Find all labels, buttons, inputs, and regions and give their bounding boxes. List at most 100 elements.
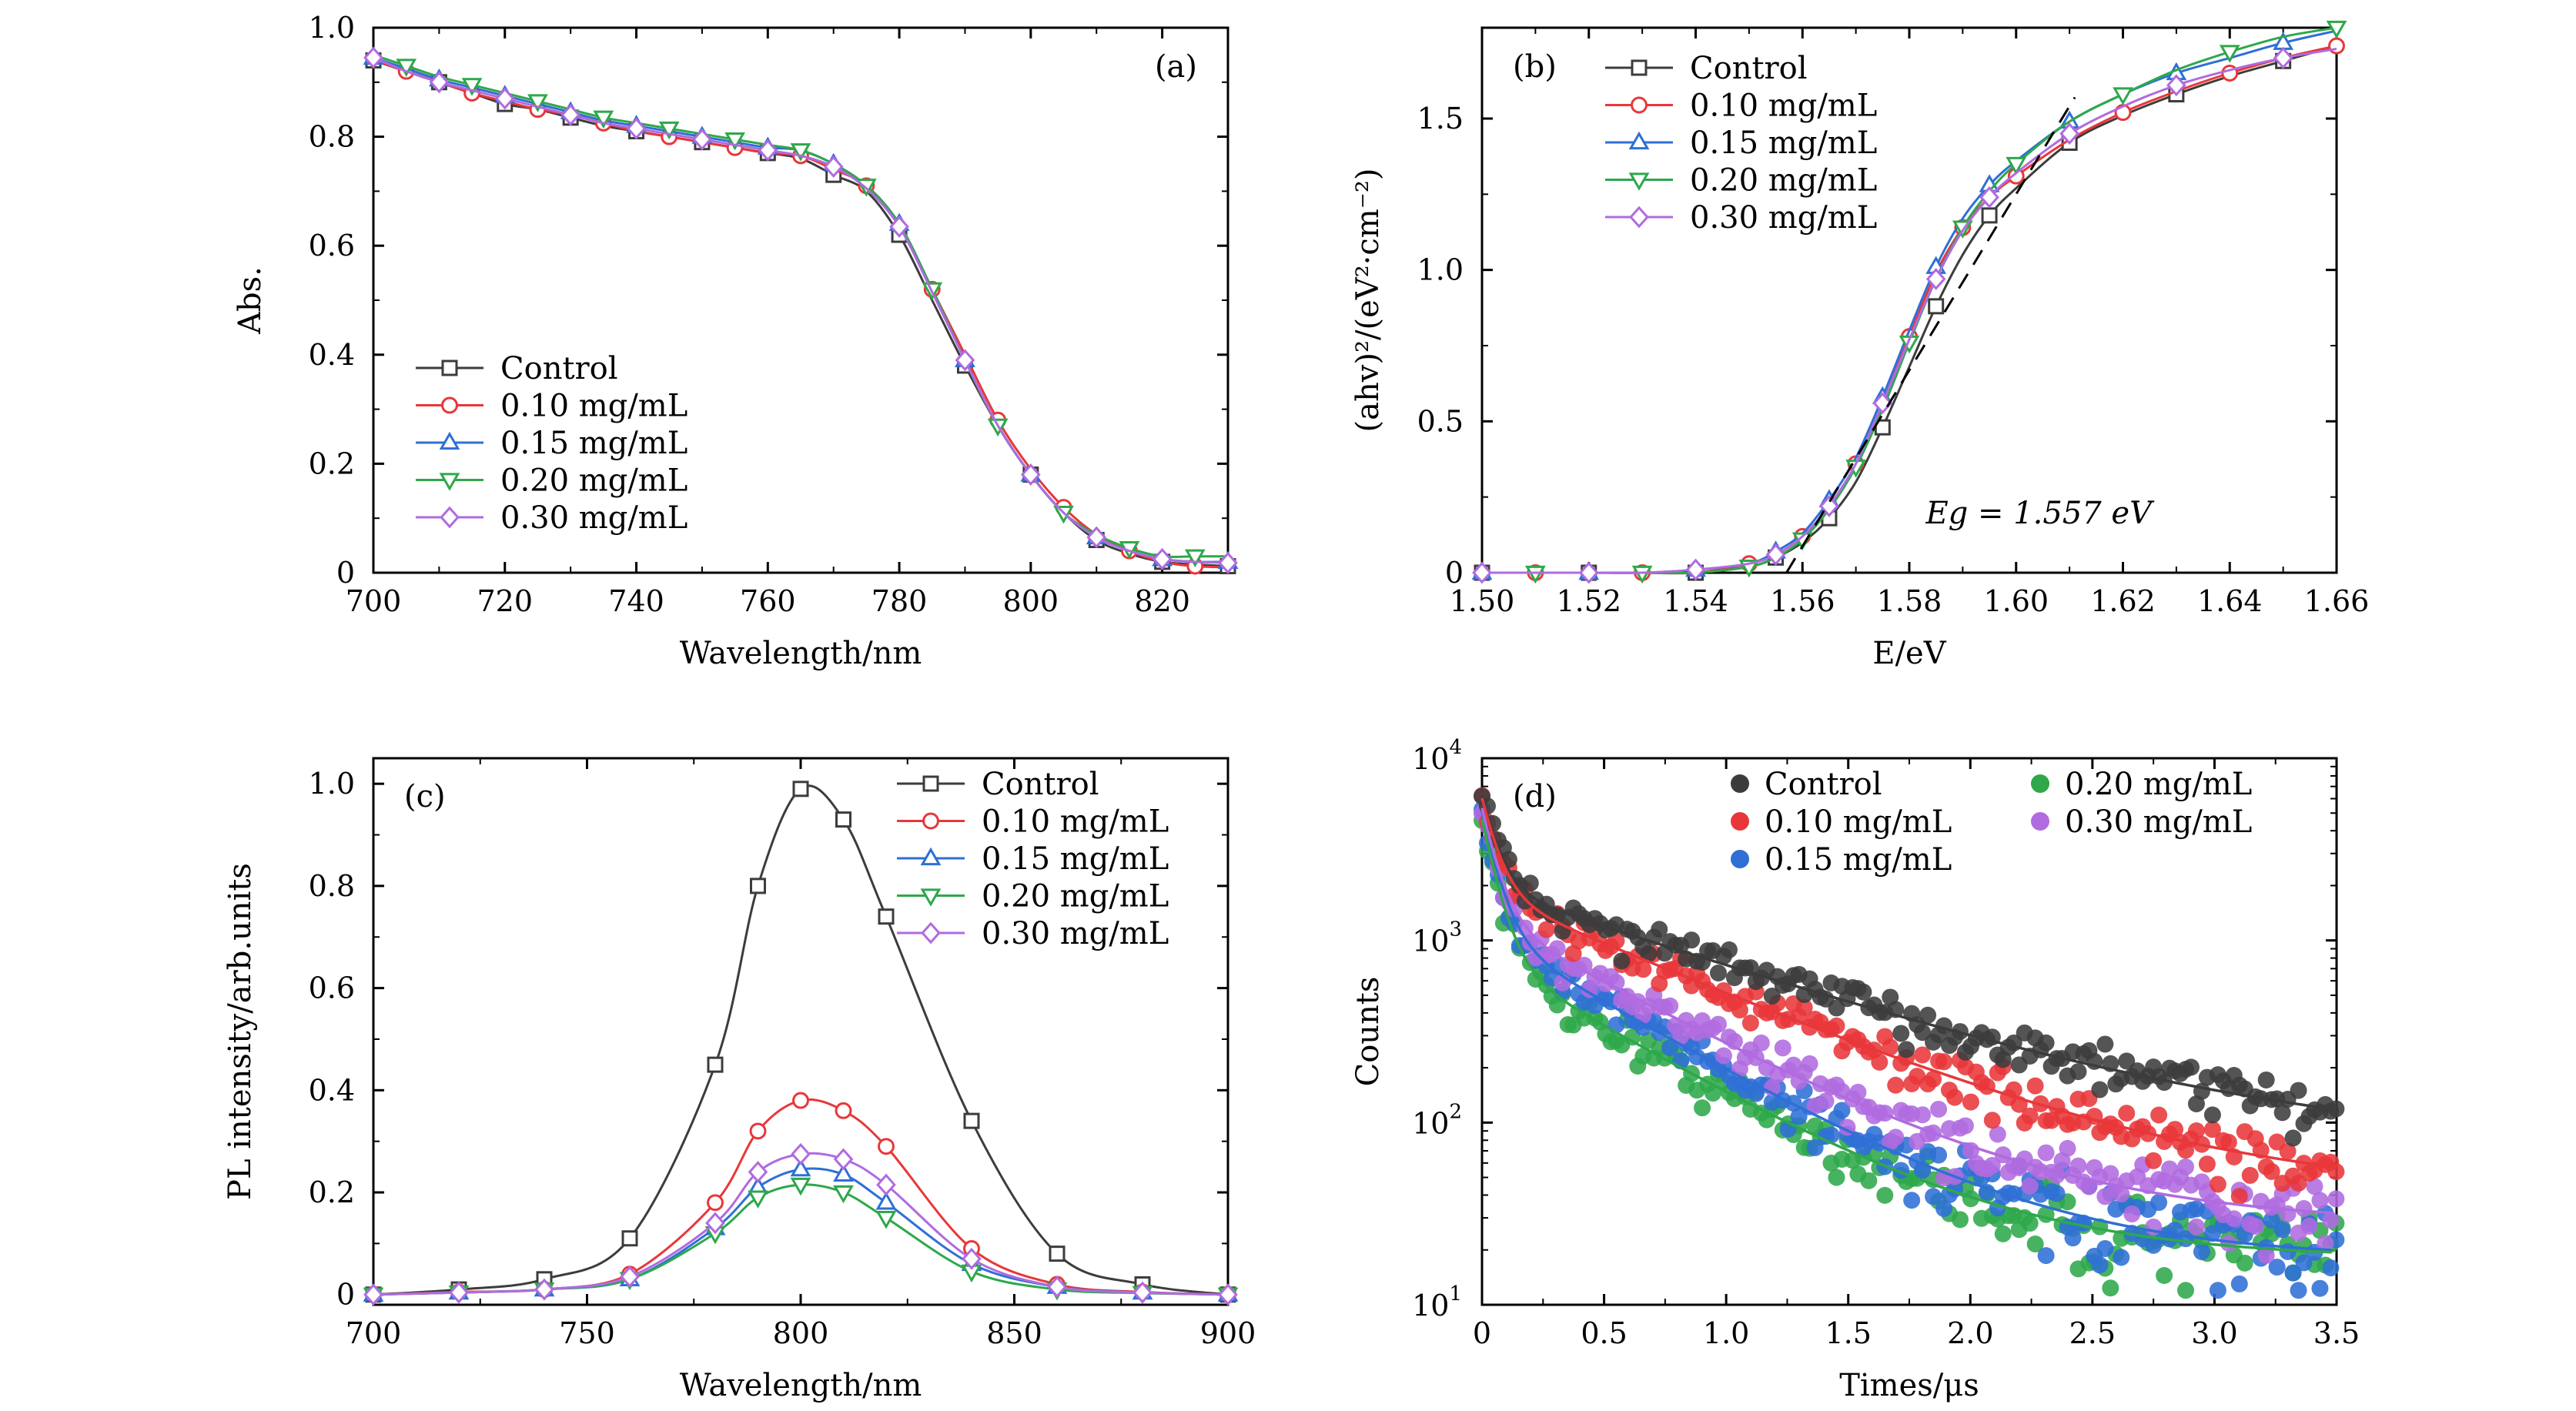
scatter-dot <box>1720 941 1738 958</box>
y-tick-exponent: 4 <box>1449 736 1462 759</box>
scatter-dot <box>2306 1178 2323 1195</box>
scatter-dot <box>2069 1063 2087 1081</box>
x-tick-label: 1.5 <box>1825 1316 1871 1350</box>
data-point <box>692 128 712 151</box>
data-point <box>534 1278 554 1301</box>
scatter-dot <box>1709 965 1727 982</box>
scatter-dot <box>1945 1088 1963 1106</box>
fit-curve <box>1480 819 2332 1254</box>
scatter-dot <box>2059 1139 2076 1157</box>
scatter-dot <box>2096 1240 2114 1258</box>
scatter-dot <box>2091 1081 2109 1098</box>
scatter-dot <box>2257 1071 2275 1088</box>
x-tick-label: 850 <box>986 1316 1042 1350</box>
y-axis-label: Counts <box>1350 977 1386 1087</box>
scatter-dot <box>2145 1236 2163 1254</box>
data-point <box>1765 543 1786 566</box>
x-tick-label: 1.62 <box>2090 584 2156 618</box>
data-point <box>748 1161 768 1183</box>
legend-label: 0.10 mg/mL <box>500 389 687 424</box>
data-point <box>791 1142 811 1165</box>
scatter-dot <box>2220 1133 2237 1151</box>
panel-b-tauc-plot: 1.50 1.52 1.54 1.56 1.58 1.60 1.62 1.64 1.66 0 0.5… <box>1350 20 2369 671</box>
scatter-dot <box>2113 1249 2130 1266</box>
legend-marker <box>1731 774 1749 793</box>
x-tick-label: 1.0 <box>1703 1316 1749 1350</box>
scatter-dot <box>1694 1099 1711 1117</box>
scatter-dot <box>1624 1028 1641 1046</box>
scatter-dot <box>1925 1188 1942 1205</box>
legend-label: 0.10 mg/mL <box>1690 89 1877 124</box>
scatter-dot <box>2064 1229 2082 1247</box>
scatter-dot <box>1537 921 1555 938</box>
scatter-dot <box>2187 1122 2205 1140</box>
scatter-dot <box>1983 1112 2001 1129</box>
data-point <box>835 811 851 828</box>
x-tick-label: 740 <box>608 584 664 618</box>
x-tick-label: 3.5 <box>2313 1316 2360 1350</box>
legend-marker <box>1631 59 1648 76</box>
panel-label: (c) <box>404 779 446 814</box>
scatter-dot <box>2166 1121 2184 1138</box>
series-line <box>373 59 1229 568</box>
legend-label: 0.20 mg/mL <box>1690 163 1877 199</box>
scatter-dot <box>1661 1039 1679 1057</box>
x-tick-label: 1.56 <box>1770 584 1835 618</box>
data-point <box>363 1283 383 1306</box>
data-point <box>962 1247 982 1270</box>
scatter-dot <box>1581 981 1598 998</box>
scatter-dot <box>2177 1158 2195 1175</box>
scatter-dot <box>1892 1025 1910 1042</box>
data-point <box>621 1230 638 1247</box>
data-point <box>1132 1281 1153 1304</box>
scatter-dot <box>1956 1117 1974 1135</box>
x-tick-label: 1.64 <box>2197 584 2263 618</box>
data-point <box>2166 74 2186 97</box>
scatter-dot <box>1860 1172 1878 1189</box>
scatter-dot <box>2145 1152 2163 1169</box>
scatter-dot <box>2284 1129 2302 1147</box>
data-point <box>2326 20 2347 39</box>
scatter-dot <box>2295 1200 2313 1218</box>
scatter-dot <box>2113 1185 2130 1203</box>
legend-label: 0.20 mg/mL <box>2065 767 2252 802</box>
scatter-dot <box>1806 1138 1824 1156</box>
scatter-dot <box>1919 1006 1937 1024</box>
legend-marker <box>1731 850 1749 868</box>
legend-marker <box>920 888 942 907</box>
data-point <box>1928 298 1945 315</box>
scatter-dot <box>2241 1166 2259 1184</box>
series-line <box>1482 26 2337 575</box>
scatter-dot <box>2236 1254 2253 1272</box>
scatter-dot <box>2037 1144 2055 1162</box>
plot-frame <box>1480 26 2338 574</box>
scatter-dot <box>2021 1177 2039 1195</box>
y-axis-label: PL intensity/arb.units <box>222 863 258 1200</box>
scatter-dot <box>2317 1235 2334 1252</box>
data-point <box>835 1102 852 1119</box>
panel-c-pl-spectra: 700 750 800 850 900 0 0.2 0.4 0.6 0.8 1.0 Wavelengt… <box>222 757 1256 1403</box>
scatter-dot <box>2177 1282 2195 1299</box>
data-point <box>748 1190 768 1209</box>
scatter-dot <box>1801 1055 1818 1072</box>
y-tick-label: 1.5 <box>1417 102 1464 135</box>
scatter-dot <box>1634 961 1652 978</box>
scatter-dot <box>2150 1106 2168 1124</box>
scatter-dot <box>2037 1247 2055 1265</box>
scatter-dot <box>2284 1264 2302 1282</box>
series-line <box>1482 48 2337 574</box>
data-point <box>1979 186 1999 209</box>
x-tick-label: 1.50 <box>1450 584 1515 618</box>
scatter-dot <box>1833 1102 1851 1119</box>
legend-marker <box>2031 812 2049 831</box>
data-point <box>889 216 909 238</box>
data-point <box>1472 561 1492 584</box>
legend-label: 0.20 mg/mL <box>982 879 1169 914</box>
scatter-dot <box>1613 952 1631 970</box>
series-line <box>1482 29 2337 574</box>
data-point <box>705 1212 725 1235</box>
data-point <box>1925 268 1946 290</box>
scatter-dot <box>2327 1100 2345 1118</box>
scatter-dot <box>1774 1039 1791 1057</box>
x-tick-label: 1.58 <box>1877 584 1942 618</box>
